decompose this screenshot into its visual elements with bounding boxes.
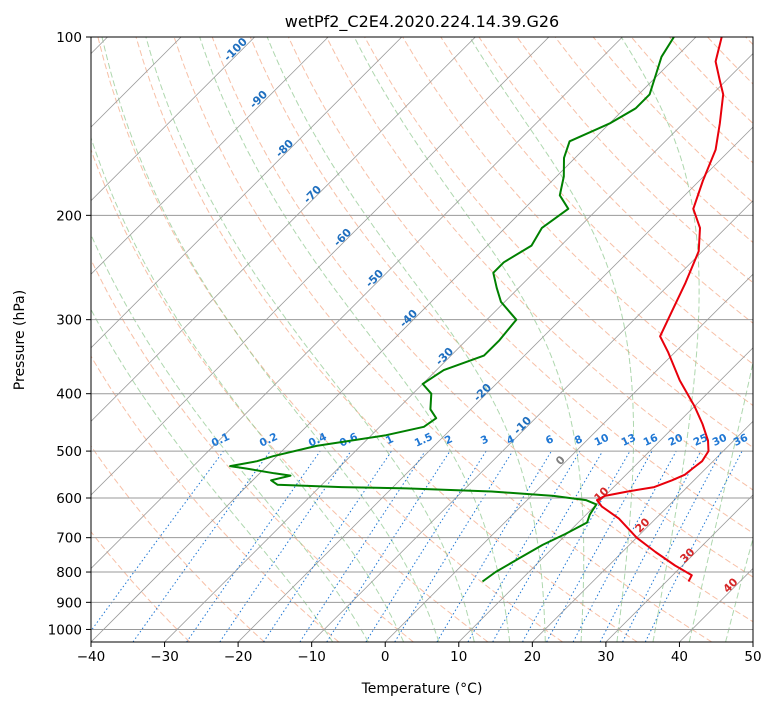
- isotherm-line: [91, 37, 403, 349]
- moist-adiabat-line: [91, 136, 405, 642]
- moist-adiabat-line: [353, 37, 585, 642]
- isotherm-line: [605, 494, 753, 642]
- temperature-line: [596, 37, 725, 582]
- x-tick-label: 30: [597, 649, 614, 665]
- isotherm-line: [237, 126, 753, 642]
- mixing-ratio-label: 36: [732, 432, 750, 449]
- moist-adiabat-line: [91, 233, 369, 642]
- dry-adiabat-line: [249, 37, 753, 578]
- dry-adiabat-line: [91, 531, 191, 642]
- mixing-ratio-line: [326, 450, 451, 642]
- y-axis-label: Pressure (hPa): [12, 290, 28, 390]
- dry-adiabat-line: [135, 37, 638, 642]
- isotherm-line: [91, 37, 255, 202]
- mixing-ratio-line: [394, 450, 514, 642]
- y-tick-label: 300: [56, 313, 82, 329]
- plot-frame: [90, 36, 754, 643]
- x-tick-label: 40: [671, 649, 688, 665]
- dry-adiabat-line: [516, 37, 753, 284]
- mixing-ratio-line: [644, 450, 743, 642]
- mixing-ratio-label: 10: [593, 432, 611, 449]
- mixing-ratio-label: 16: [642, 432, 660, 449]
- isotherm-line: [164, 52, 753, 642]
- chart-title: wetPf2_C2E4.2020.224.14.39.G26: [285, 12, 559, 32]
- mixing-ratio-label: 20: [667, 432, 685, 449]
- dewpoint-line: [229, 37, 675, 583]
- dry-adiabat-line: [91, 355, 340, 642]
- mixing-ratio-label: 8: [573, 433, 585, 447]
- mixing-ratio-label: 2: [443, 433, 455, 447]
- mixing-ratio-label: 13: [620, 432, 638, 449]
- isotherm-line: [384, 273, 753, 642]
- dry-adiabat-line: [440, 37, 753, 365]
- moist-adiabat-line: [199, 37, 511, 642]
- axes: −40 −30 −20 −10 0 10 20 30 40 50 100 200 300 400 500 60…: [48, 30, 762, 665]
- mixing-ratio-line: [522, 450, 631, 642]
- isotherm-line: [532, 420, 753, 642]
- dry-adiabat-line: [211, 37, 753, 623]
- y-tick-label: 700: [56, 531, 82, 547]
- mixing-ratio-line: [263, 450, 392, 642]
- mixing-ratio-label: 1: [384, 433, 396, 447]
- isotherm-line: [91, 37, 476, 422]
- x-tick-label: 0: [381, 649, 390, 665]
- mixing-ratio-label: 30: [711, 432, 729, 449]
- y-tick-label: 200: [56, 208, 82, 224]
- isotherm-line: [91, 37, 329, 275]
- y-tick-label: 600: [56, 491, 82, 507]
- x-tick-label: −30: [150, 649, 179, 665]
- x-tick-label: −20: [224, 649, 253, 665]
- x-tick-label: 10: [450, 649, 467, 665]
- profile-lines: [229, 37, 725, 583]
- dry-adiabat-line: [173, 37, 713, 642]
- mixing-ratio-label: 25: [692, 432, 710, 449]
- y-tick-label: 900: [56, 595, 82, 611]
- dry-adiabat-line: [402, 37, 753, 407]
- moist-adiabat-line: [145, 37, 475, 642]
- mixing-ratio-line: [186, 450, 321, 642]
- isotherm-line: [91, 37, 697, 642]
- mixing-ratio-label: 6: [544, 433, 556, 447]
- mixing-ratio-line: [299, 450, 426, 642]
- isotherm-line: [91, 37, 550, 496]
- dry-adiabat-line: [91, 445, 265, 642]
- moist-adiabat-line: [101, 37, 440, 642]
- x-tick-label: 20: [524, 649, 541, 665]
- y-tick-label: 1000: [48, 622, 82, 638]
- x-axis-label: Temperature (°C): [361, 681, 483, 697]
- y-tick-label: 800: [56, 565, 82, 581]
- moist-adiabat-line: [620, 37, 700, 642]
- mixing-ratio-line: [219, 450, 352, 642]
- mixing-ratio-label: 3: [479, 433, 491, 447]
- dry-adiabat-line: [91, 148, 489, 642]
- x-tick-label: −10: [297, 649, 326, 665]
- moist-adiabat-line: [688, 360, 753, 642]
- y-tick-label: 400: [56, 387, 82, 403]
- isotherm-line: [458, 347, 753, 642]
- y-tick-label: 100: [56, 30, 82, 46]
- mixing-ratio-line: [572, 450, 677, 642]
- mixing-ratio-line: [546, 450, 653, 642]
- isotherm-line: [91, 37, 623, 570]
- moist-adiabat-line: [266, 37, 546, 642]
- y-tick-label: 500: [56, 444, 82, 460]
- mixing-ratio-label: 4: [505, 433, 517, 447]
- background-lines: [91, 37, 753, 642]
- mixing-ratio-line: [91, 450, 224, 632]
- dry-adiabat-line: [326, 37, 753, 491]
- isotherm-line: [311, 200, 753, 642]
- x-tick-label: 50: [744, 649, 761, 665]
- mixing-ratio-line: [132, 450, 271, 642]
- x-tick-label: −40: [77, 649, 106, 665]
